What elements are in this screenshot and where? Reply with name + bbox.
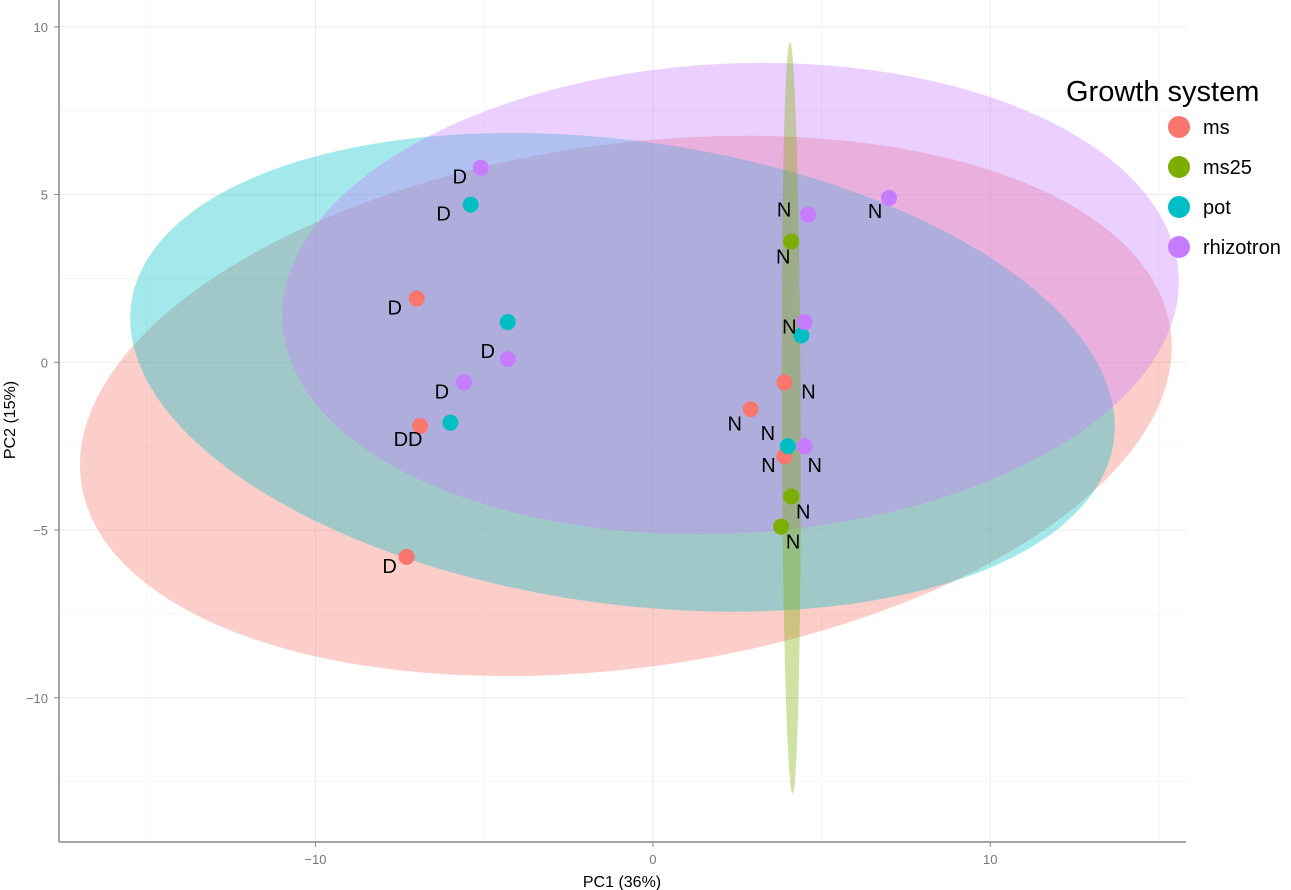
y-tick-label: −10	[26, 691, 48, 706]
point-rhizotron	[800, 206, 817, 223]
point-pot	[793, 327, 810, 344]
point-label: D	[436, 204, 450, 226]
point-pot	[499, 314, 516, 331]
legend-label-rhizotron: rhizotron	[1203, 237, 1281, 259]
point-ms25	[783, 233, 800, 250]
y-tick-label: −5	[33, 523, 48, 538]
point-rhizotron	[499, 350, 516, 367]
point-label: D	[387, 298, 401, 320]
grid-lines	[59, 0, 1186, 842]
point-ms	[398, 548, 415, 565]
point-label: DD	[394, 429, 423, 451]
legend-key-rhizotron	[1168, 236, 1190, 258]
legend-label-pot: pot	[1203, 197, 1231, 219]
point-label: D	[435, 381, 449, 403]
point-label: N	[727, 413, 741, 435]
legend-label-ms25: ms25	[1203, 157, 1252, 179]
point-rhizotron	[881, 189, 898, 206]
y-axis-title: PC2 (15%)	[2, 381, 19, 459]
legend-key-ms25	[1168, 156, 1190, 178]
point-label: N	[801, 381, 815, 403]
point-pot	[462, 196, 479, 213]
point-ms	[412, 418, 429, 435]
point-ms	[742, 401, 759, 418]
x-axis-title: PC1 (36%)	[583, 874, 661, 890]
ellipse-ms	[80, 135, 1172, 677]
point-ms	[776, 374, 793, 391]
point-label: N	[776, 247, 790, 269]
legend-key-pot	[1168, 196, 1190, 218]
point-label: N	[777, 200, 791, 222]
axes: 10 5 0 −5 −10 −10 0 10	[26, 0, 1186, 867]
y-tick-label: 5	[41, 188, 48, 203]
legend-title: Growth system	[1066, 76, 1259, 108]
point-rhizotron	[472, 159, 489, 176]
point-label: N	[761, 455, 775, 477]
point-ms25	[773, 518, 790, 535]
point-label: N	[807, 455, 821, 477]
x-tick-label: 10	[983, 852, 997, 867]
point-pot	[779, 438, 796, 455]
point-pot	[442, 414, 459, 431]
point-rhizotron	[455, 374, 472, 391]
point-rhizotron	[796, 438, 813, 455]
x-tick-label: 0	[649, 852, 656, 867]
y-tick-label: 10	[34, 20, 48, 35]
ellipse-pot	[130, 132, 1115, 612]
point-ms	[408, 290, 425, 307]
point-label: N	[786, 532, 800, 554]
legend-label-ms: ms	[1203, 117, 1230, 139]
point-label: D	[453, 167, 467, 189]
ellipse-rhizotron	[282, 62, 1179, 535]
point-label: N	[796, 501, 810, 523]
point-label: N	[782, 316, 796, 338]
legend: Growth system ms ms25 pot rhizotron	[1066, 76, 1281, 259]
confidence-ellipses	[80, 41, 1179, 794]
point-rhizotron	[796, 314, 813, 331]
point-ms25	[783, 488, 800, 505]
point-label: D	[382, 556, 396, 578]
x-tick-label: −10	[304, 852, 326, 867]
point-label: N	[761, 423, 775, 445]
y-tick-label: 0	[41, 355, 48, 370]
data-points	[398, 159, 898, 565]
legend-key-ms	[1168, 116, 1190, 138]
point-label: D	[481, 341, 495, 363]
point-label: N	[868, 201, 882, 223]
ellipse-ms25	[781, 41, 801, 794]
